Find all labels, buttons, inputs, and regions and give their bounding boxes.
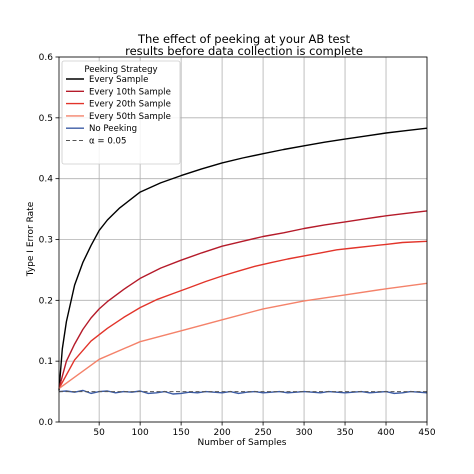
legend-box xyxy=(61,60,181,165)
chart-title-line-2: results before data collection is comple… xyxy=(125,44,363,58)
x-tick-label: 400 xyxy=(377,428,394,438)
y-axis-ticks: 0.0 0.1 0.2 0.3 0.4 0.5 0.6 xyxy=(39,53,59,428)
y-tick-label: 0.5 xyxy=(39,114,53,124)
x-axis-ticks: 50 100 150 200 250 300 350 400 450 xyxy=(93,422,436,438)
x-tick-label: 150 xyxy=(173,428,190,438)
y-axis-label: Type I Error Rate xyxy=(26,201,36,277)
legend-title: Peeking Strategy xyxy=(84,65,157,75)
x-tick-label: 250 xyxy=(254,428,271,438)
x-tick-label: 100 xyxy=(132,428,149,438)
legend-label: Every Sample xyxy=(89,75,148,85)
x-tick-label: 450 xyxy=(418,428,435,438)
legend-label: Every 50th Sample xyxy=(89,112,171,122)
y-tick-label: 0.4 xyxy=(39,175,54,185)
y-tick-label: 0.3 xyxy=(39,236,53,246)
series-line-3 xyxy=(58,240,428,389)
legend-label: Every 10th Sample xyxy=(89,87,171,97)
x-tick-label: 50 xyxy=(93,428,105,438)
legend-items: Every Sample Every 10th Sample Every 20th … xyxy=(66,75,171,147)
y-tick-label: 0.2 xyxy=(39,296,53,306)
y-tick-label: 0.6 xyxy=(39,53,54,63)
series-line-5 xyxy=(58,389,428,395)
x-tick-label: 200 xyxy=(214,428,231,438)
x-axis-label: Number of Samples xyxy=(198,438,287,448)
chart-title-line-1: The effect of peeking at your AB test xyxy=(137,32,351,46)
legend-label: Every 20th Sample xyxy=(89,100,171,110)
series-lines xyxy=(58,127,428,395)
y-tick-label: 0.0 xyxy=(39,418,54,428)
series-line-1 xyxy=(58,127,428,391)
series-line-2 xyxy=(58,210,428,389)
legend-label: No Peeking xyxy=(89,124,137,134)
series-line-4 xyxy=(58,282,428,390)
x-tick-label: 350 xyxy=(336,428,353,438)
y-tick-label: 0.1 xyxy=(39,357,53,367)
legend-label: α = 0.05 xyxy=(89,137,126,147)
legend: Peeking Strategy Every Sample Every 10th … xyxy=(61,60,181,165)
x-tick-label: 300 xyxy=(295,428,312,438)
